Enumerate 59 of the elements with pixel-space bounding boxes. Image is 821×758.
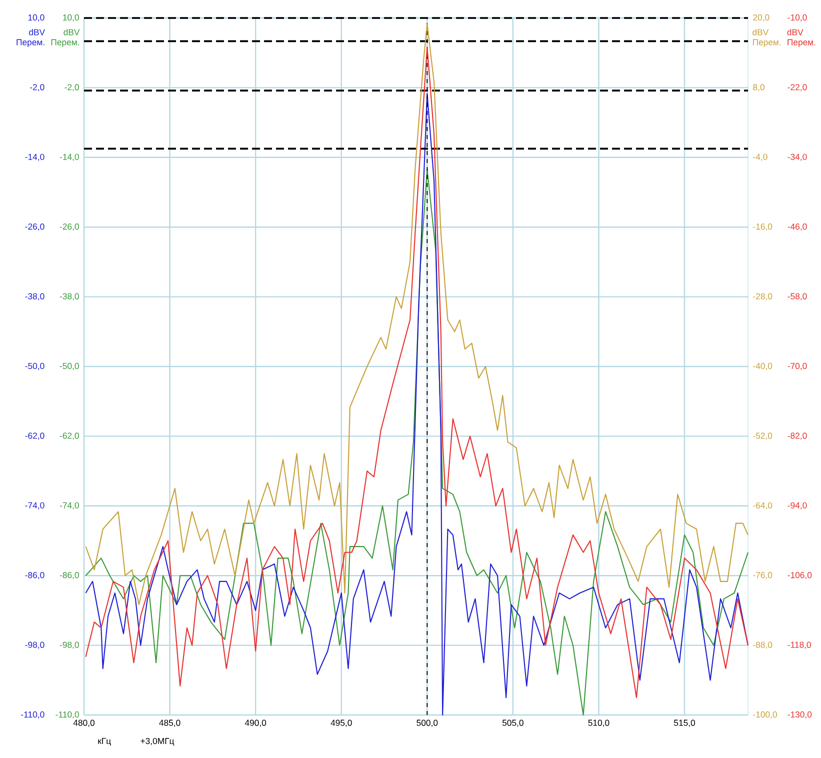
text: -14,0	[25, 154, 44, 161]
y-tick-label: -74,0	[60, 502, 79, 510]
text: 10,0	[28, 14, 44, 22]
text: dBV Перем.	[16, 28, 46, 48]
y-axis-title: dBV Перем.	[51, 28, 80, 48]
y2-axis-title: dBV Перем.	[752, 28, 781, 48]
y3-tick-label: -118,0	[788, 642, 811, 649]
y2-tick-label: -40,0	[753, 362, 772, 370]
y-tick-label: -110,0	[56, 711, 79, 719]
y2-tick-label: -100,0	[753, 711, 777, 719]
x-tick-label: 510,0	[588, 720, 610, 727]
text: -38,0	[25, 293, 44, 300]
y-tick-label: -14,0	[60, 154, 79, 161]
text: -74,0	[25, 502, 44, 510]
x-tick-label: 505,0	[502, 720, 524, 727]
y-tick-label: -62,0	[60, 432, 79, 440]
y3-tick-label: -10,0	[788, 14, 807, 22]
text: -98,0	[25, 642, 44, 649]
y3-tick-label: -130,0	[788, 711, 812, 719]
y3-tick-label: -106,0	[788, 572, 812, 580]
x-tick-label: 500,0	[416, 720, 438, 727]
y3-tick-label: -46,0	[788, 224, 807, 231]
y3-tick-label: -82,0	[788, 432, 807, 440]
y3-tick-label: -94,0	[788, 502, 807, 510]
x-tick-label: 485,0	[159, 720, 180, 727]
y3-tick-label: -34,0	[788, 154, 807, 161]
y-tick-label: -26,0	[60, 224, 79, 231]
y2-tick-label: -52,0	[753, 432, 772, 440]
y3-tick-label: -22,0	[788, 84, 807, 92]
text: -50,0	[25, 362, 44, 370]
text: -110,0	[21, 711, 44, 719]
y2-tick-label: -4,0	[753, 154, 768, 161]
y-tick-label: -86,0	[60, 572, 79, 580]
line-series	[85, 23, 749, 606]
y-tick-label: -98,0	[60, 642, 79, 649]
text: +3,0МГц	[140, 738, 174, 746]
x-axis-title: кГц	[98, 738, 111, 746]
y2-tick-label: -16,0	[753, 224, 772, 231]
y2-tick-label: -76,0	[753, 572, 772, 580]
y3-tick-label: -58,0	[788, 293, 807, 300]
y-tick-label: 10,0	[63, 14, 79, 22]
text: -2,0	[30, 84, 44, 92]
x-tick-label: 515,0	[674, 720, 696, 727]
y-tick-label: -38,0	[60, 293, 79, 300]
y2-tick-label: 20,0	[753, 14, 770, 22]
y3-axis-title: dBV Перем.	[787, 28, 816, 48]
y2-tick-label: -64,0	[753, 502, 772, 510]
text: -86,0	[25, 572, 44, 580]
y2-tick-label: -28,0	[753, 293, 772, 300]
text: -26,0	[25, 224, 44, 231]
y-tick-label: -2,0	[64, 84, 79, 92]
x-tick-label: 480,0	[73, 720, 94, 727]
text: -62,0	[25, 432, 44, 440]
y2-tick-label: -88,0	[753, 642, 772, 649]
x-tick-label: 490,0	[244, 720, 266, 727]
y3-tick-label: -70,0	[788, 362, 807, 370]
x-tick-label: 495,0	[330, 720, 352, 727]
y2-tick-label: 8,0	[753, 84, 764, 92]
y-tick-label: -50,0	[60, 362, 79, 370]
